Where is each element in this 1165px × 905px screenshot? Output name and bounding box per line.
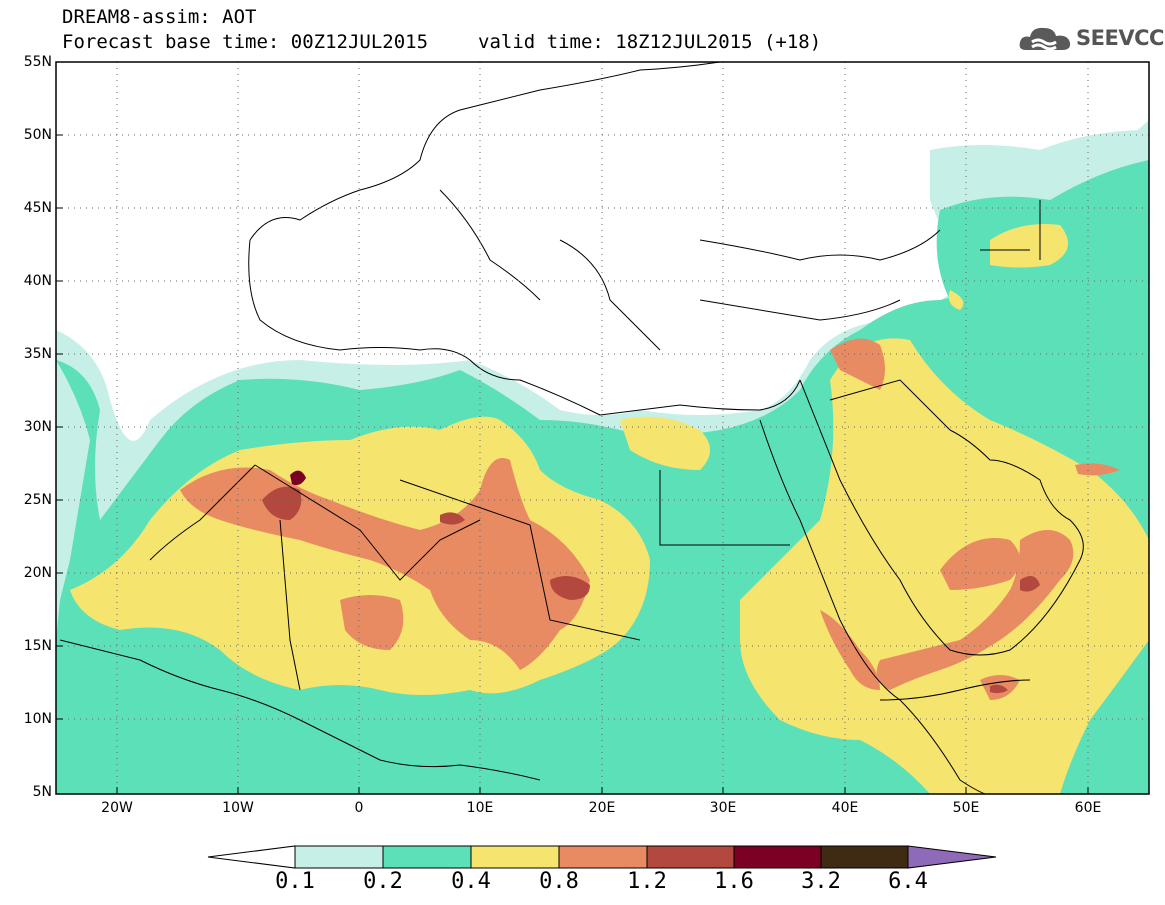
lat-label: 5N (32, 784, 52, 800)
colorbar-arrow-high (907, 845, 997, 869)
lon-label: 10W (222, 800, 254, 816)
logo-text: SEEVCCC (1076, 26, 1165, 50)
lon-label: 60E (1074, 800, 1102, 816)
cloud-icon (1019, 27, 1071, 51)
colorbar-label: 0.4 (451, 869, 491, 894)
colorbar-label: 0.2 (363, 869, 403, 894)
lat-label: 40N (23, 273, 52, 289)
lon-label: 40E (831, 800, 859, 816)
lat-label: 30N (23, 419, 52, 435)
lat-label: 50N (23, 127, 52, 143)
coastlines (59, 62, 1084, 794)
colorbar-label: 3.2 (801, 869, 841, 894)
colorbar-box-1 (294, 845, 384, 869)
colorbar-box-4 (558, 845, 648, 869)
aot-layer-1-2 (262, 486, 1040, 694)
seevccc-logo: SEEVCCC (1018, 22, 1165, 56)
colorbar-label: 0.8 (539, 869, 579, 894)
colorbar-arrow-low (207, 845, 296, 869)
colorbar (207, 845, 997, 869)
lon-label: 0 (354, 800, 364, 816)
colorbar-box-7 (820, 845, 909, 869)
lon-label: 20W (101, 800, 133, 816)
lat-label: 55N (23, 54, 52, 70)
map-title: DREAM8-assim: AOT (62, 6, 257, 28)
forecast-base-time: Forecast base time: 00Z12JUL2015 (62, 31, 429, 53)
lat-label: 25N (23, 492, 52, 508)
colorbar-box-2 (382, 845, 472, 869)
colorbar-label: 1.6 (714, 869, 754, 894)
lat-label: 45N (23, 200, 52, 216)
axis-ticks (56, 61, 1089, 794)
aot-layer-1-6 (290, 470, 306, 486)
colorbar-box-6 (733, 845, 822, 869)
lon-label: 10E (466, 800, 494, 816)
lon-label: 30E (709, 800, 737, 816)
colorbar-label: 6.4 (888, 869, 928, 894)
lon-label: 20E (588, 800, 616, 816)
grid-lines (56, 62, 1149, 794)
colorbar-label: 0.1 (275, 869, 315, 894)
lat-label: 15N (23, 638, 52, 654)
valid-time: valid time: 18Z12JUL2015 (+18) (478, 31, 822, 53)
colorbar-box-3 (470, 845, 560, 869)
colorbar-label: 1.2 (627, 869, 667, 894)
lon-label: 50E (952, 800, 980, 816)
lat-label: 10N (23, 711, 52, 727)
lat-label: 35N (23, 346, 52, 362)
lat-label: 20N (23, 565, 52, 581)
colorbar-box-5 (646, 845, 735, 869)
